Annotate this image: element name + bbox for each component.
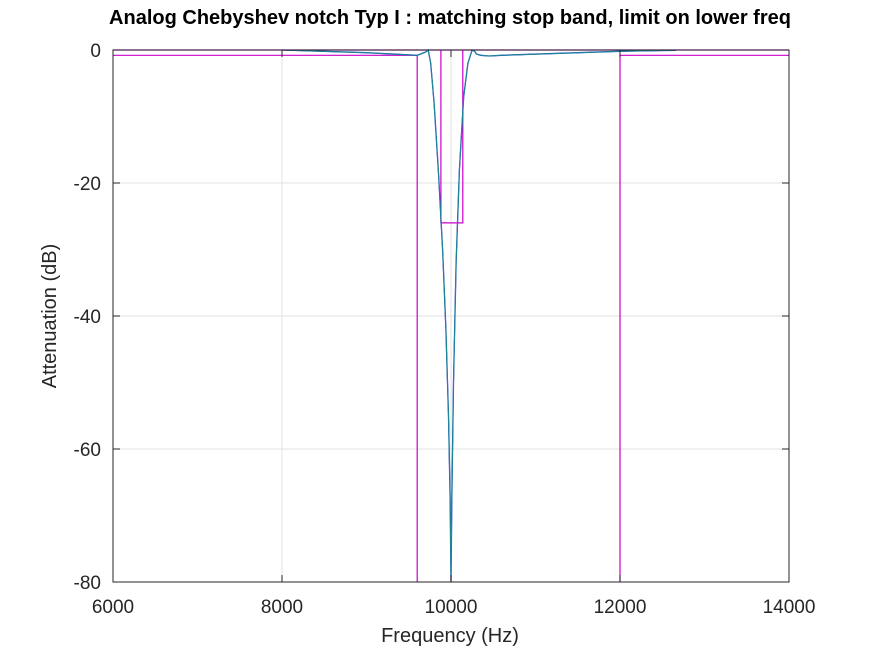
series-line-teal (281, 49, 676, 583)
x-tick-label: 12000 (594, 597, 647, 618)
x-tick-label: 10000 (425, 597, 478, 618)
y-tick-label: -80 (74, 573, 101, 594)
chart-title: Analog Chebyshev notch Typ I : matching … (109, 7, 791, 29)
spec-line (619, 54, 789, 582)
axis-ticks (112, 49, 790, 583)
y-axis-label: Attenuation (dB) (39, 244, 61, 389)
spec-line (113, 54, 418, 582)
x-tick-label: 14000 (763, 597, 816, 618)
y-tick-label: -60 (74, 440, 101, 461)
x-tick-label: 8000 (261, 597, 303, 618)
y-tick-label: -20 (74, 174, 101, 195)
response-curve (281, 48, 676, 583)
x-tick-label: 6000 (92, 597, 134, 618)
y-tick-label: 0 (90, 41, 101, 62)
x-axis-label: Frequency (Hz) (381, 625, 519, 647)
y-tick-labels: 0 -20 -40 -60 -80 (74, 41, 101, 594)
grid-lines (113, 50, 789, 582)
spec-line (440, 50, 464, 224)
x-tick-labels: 6000 8000 10000 12000 14000 (92, 597, 816, 618)
y-tick-label: -40 (74, 307, 101, 328)
